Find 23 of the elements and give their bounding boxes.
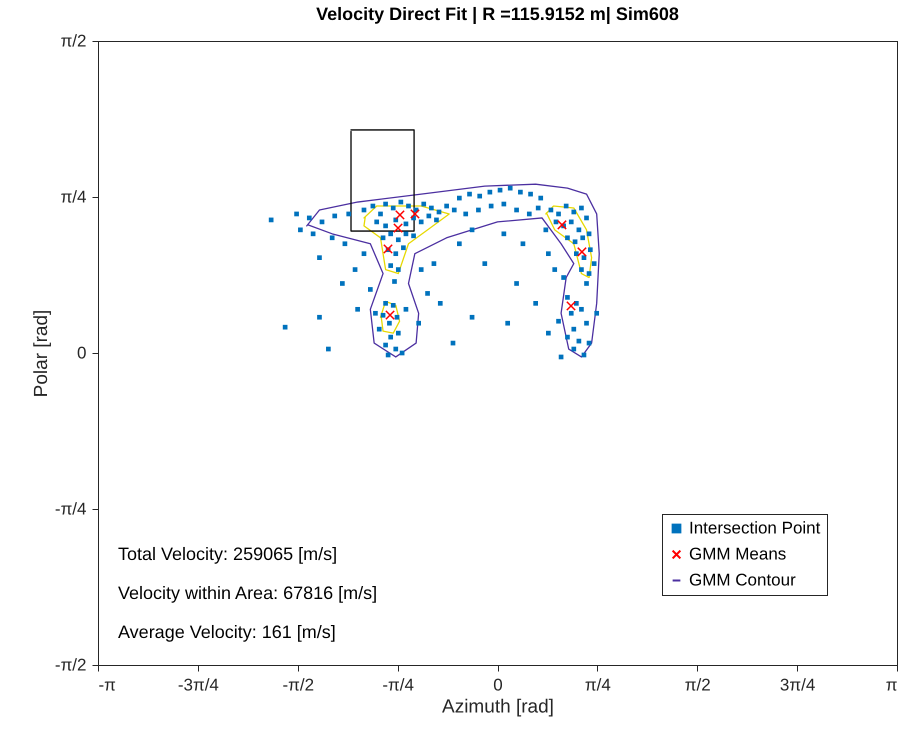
x-tick-label: π/2 [684, 676, 711, 694]
y-tick-label: π/4 [60, 188, 86, 206]
x-tick-label: -π [98, 676, 116, 694]
x-axis-title: Azimuth [rad] [442, 696, 554, 718]
annotation: Total Velocity: 259065 [m/s] [118, 544, 338, 564]
legend-label: GMM Means [689, 544, 786, 564]
annotation: Average Velocity: 161 [m/s] [118, 622, 336, 642]
x-tick-label: -π/4 [382, 676, 414, 694]
x-tick-label: π [886, 676, 898, 694]
x-tick-label: π/4 [584, 676, 611, 694]
y-tick-label: -π/4 [54, 500, 86, 518]
chart-title: Velocity Direct Fit | R =115.9152 m| Sim608 [316, 4, 679, 24]
y-tick-label: -π/2 [54, 656, 86, 674]
x-tick-label: -3π/4 [178, 676, 219, 694]
x-tick-label: 3π/4 [780, 676, 816, 694]
legend-label: GMM Contour [689, 570, 796, 590]
y-tick-label: π/2 [60, 32, 86, 50]
x-tick-label: -π/2 [282, 676, 314, 694]
annotation: Velocity within Area: 67816 [m/s] [118, 583, 378, 603]
x-tick-label: 0 [493, 676, 503, 694]
legend-label: Intersection Point [689, 518, 821, 538]
y-axis-title: Polar [rad] [30, 310, 52, 398]
y-tick-label: 0 [77, 344, 86, 362]
